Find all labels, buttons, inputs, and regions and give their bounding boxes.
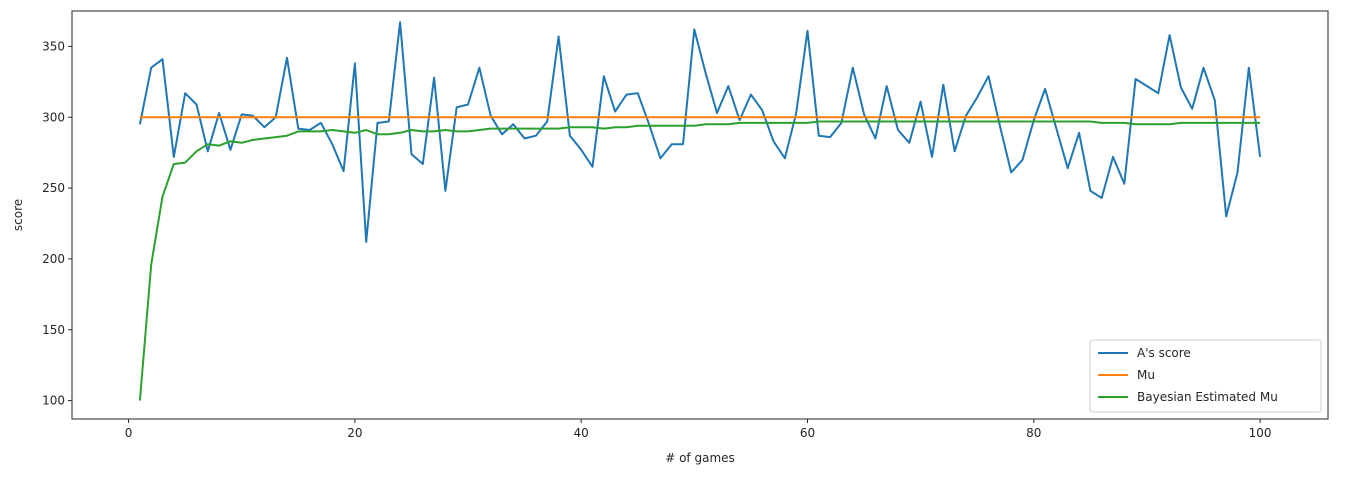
y-tick-label: 350	[42, 39, 65, 53]
y-tick-label: 100	[42, 394, 65, 408]
series-line-2	[138, 120, 1261, 401]
y-tick-label: 200	[42, 252, 65, 266]
y-tick-label: 150	[42, 323, 65, 337]
x-tick-label: 100	[1249, 426, 1272, 440]
x-axis-label: # of games	[665, 451, 735, 465]
legend-entry-bayesian-mu: Bayesian Estimated Mu	[1137, 390, 1278, 404]
x-tick-label: 60	[800, 426, 815, 440]
x-tick-label: 0	[125, 426, 133, 440]
legend-box	[1089, 339, 1322, 413]
x-tick-label: 40	[574, 426, 589, 440]
plot-frame	[71, 10, 1329, 420]
y-tick-label: 250	[42, 181, 65, 195]
legend-entry-mu: Mu	[1137, 368, 1155, 382]
legend-entry-a-score: A's score	[1137, 346, 1191, 360]
x-tick-label: 80	[1026, 426, 1041, 440]
legend: A's score Mu Bayesian Estimated Mu	[1089, 339, 1322, 413]
y-tick-label: 300	[42, 110, 65, 124]
series-line-0	[138, 21, 1262, 243]
x-tick-label: 20	[347, 426, 362, 440]
x-axis-ticks: 0 20 40 60 80 100	[125, 419, 1272, 440]
y-axis-ticks: 100 150 200 250 300 350	[42, 39, 72, 408]
plot-lines	[138, 21, 1262, 401]
y-axis-label: score	[11, 199, 25, 231]
